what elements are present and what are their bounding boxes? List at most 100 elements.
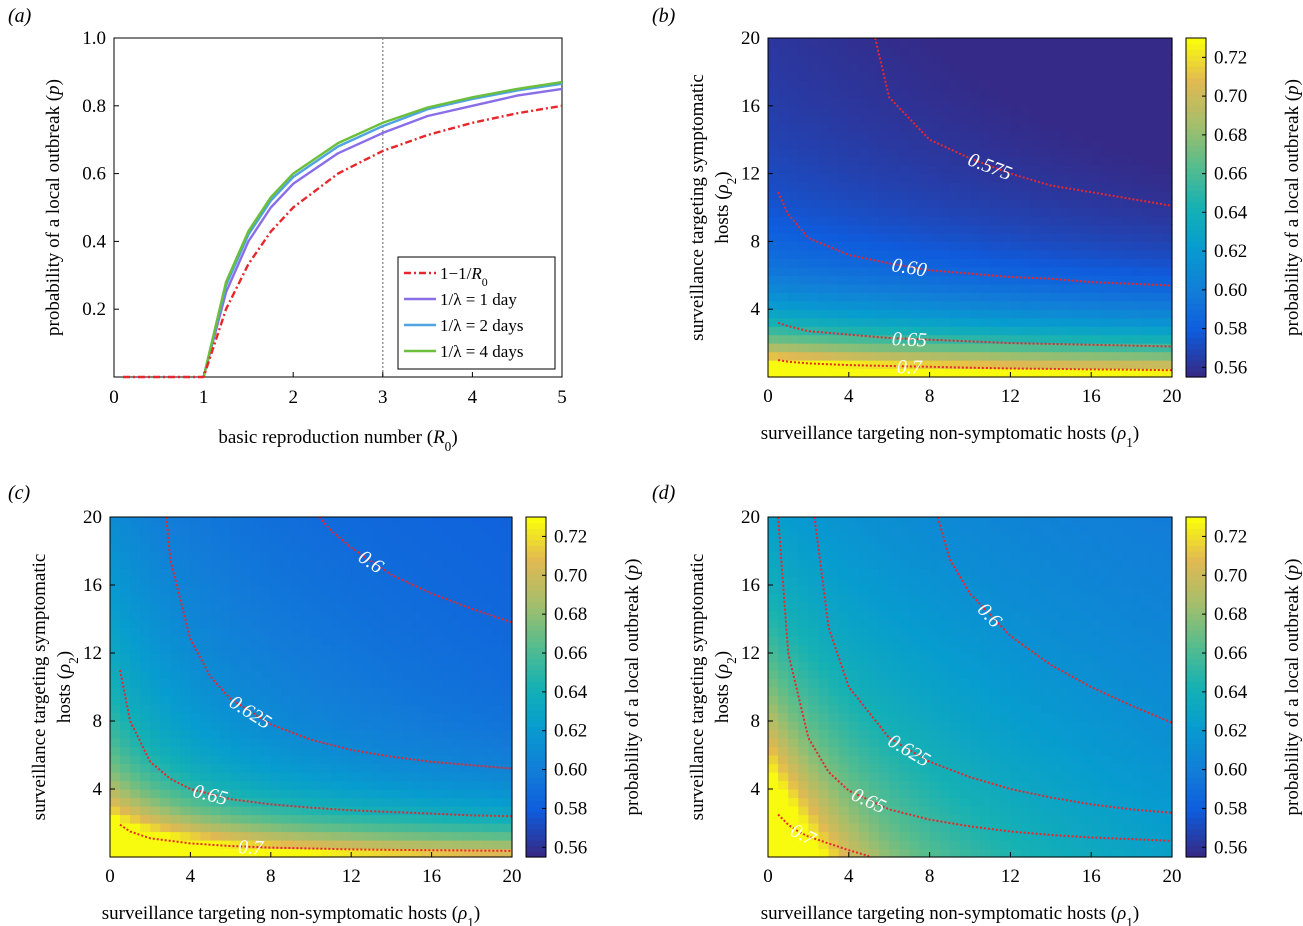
heat-cell bbox=[939, 275, 951, 285]
colorbar-step bbox=[526, 732, 546, 739]
heat-cell bbox=[848, 165, 860, 175]
heat-cell bbox=[1101, 576, 1112, 586]
heat-cell bbox=[421, 746, 433, 756]
heat-cell bbox=[1071, 88, 1082, 98]
heat-cell bbox=[421, 661, 433, 671]
heat-cell bbox=[1000, 712, 1011, 722]
heat-cell bbox=[798, 627, 809, 637]
heat-cell bbox=[798, 266, 809, 276]
heat-cell bbox=[909, 232, 921, 242]
heat-cell bbox=[838, 266, 850, 276]
heat-cell bbox=[401, 840, 413, 850]
heat-cell bbox=[1020, 636, 1032, 646]
heat-cell bbox=[1141, 823, 1153, 833]
heat-cell bbox=[980, 763, 991, 773]
heat-cell bbox=[808, 704, 820, 714]
heat-cell bbox=[321, 551, 332, 561]
heat-cell bbox=[150, 780, 161, 790]
heat-cell bbox=[929, 88, 941, 98]
heat-cell bbox=[290, 610, 302, 620]
heat-cell bbox=[970, 627, 981, 637]
heat-cell bbox=[1131, 105, 1143, 115]
heat-cell bbox=[1161, 326, 1173, 336]
heat-cell bbox=[889, 199, 900, 209]
heat-cell bbox=[1060, 343, 1072, 353]
heat-cell bbox=[818, 806, 830, 816]
heat-cell bbox=[1060, 173, 1072, 183]
heat-cell bbox=[788, 797, 799, 807]
heat-cell bbox=[778, 292, 789, 302]
heat-cell bbox=[869, 139, 880, 149]
heat-cell bbox=[919, 258, 931, 268]
heat-cell bbox=[1000, 80, 1011, 90]
heat-cell bbox=[899, 729, 910, 739]
heat-cell bbox=[788, 763, 799, 773]
heat-cell bbox=[899, 593, 910, 603]
heat-cell bbox=[371, 627, 382, 637]
heat-cell bbox=[808, 840, 820, 850]
heat-cell bbox=[949, 755, 961, 765]
heat-cell bbox=[808, 610, 820, 620]
heat-cell bbox=[1040, 139, 1052, 149]
heat-cell bbox=[1060, 738, 1072, 748]
heat-cell bbox=[411, 763, 423, 773]
heat-cell bbox=[140, 534, 151, 544]
heat-cell bbox=[778, 54, 789, 65]
heat-cell bbox=[1081, 54, 1092, 65]
heat-cell bbox=[441, 534, 453, 544]
heat-cell bbox=[1010, 670, 1022, 680]
heat-cell bbox=[280, 763, 292, 773]
heat-cell bbox=[1111, 704, 1123, 714]
heat-cell bbox=[180, 576, 191, 586]
heat-cell bbox=[300, 602, 312, 612]
heat-cell bbox=[838, 627, 850, 637]
heat-cell bbox=[778, 266, 789, 276]
heat-cell bbox=[818, 249, 830, 259]
heat-cell bbox=[451, 806, 463, 816]
heat-cell bbox=[929, 114, 941, 124]
heat-cell bbox=[1000, 54, 1011, 65]
heat-cell bbox=[929, 292, 941, 302]
heat-cell bbox=[411, 525, 423, 535]
heat-cell bbox=[1010, 840, 1022, 850]
heat-cell bbox=[1091, 368, 1102, 378]
heat-cell bbox=[1010, 317, 1022, 327]
heat-cell bbox=[220, 678, 232, 688]
heat-cell bbox=[1141, 704, 1153, 714]
heat-cell bbox=[959, 283, 971, 293]
x-tick-label: 2 bbox=[288, 387, 298, 408]
heat-cell bbox=[321, 542, 332, 552]
heat-cell bbox=[889, 746, 900, 756]
heat-cell bbox=[798, 551, 809, 561]
heat-cell bbox=[1101, 797, 1112, 807]
heat-cell bbox=[798, 678, 809, 688]
heat-cell bbox=[1161, 215, 1173, 226]
heat-cell bbox=[959, 190, 971, 200]
heat-cell bbox=[1141, 139, 1153, 149]
heat-cell bbox=[1071, 636, 1082, 646]
heat-cell bbox=[768, 199, 779, 209]
heat-cell bbox=[768, 568, 779, 578]
heat-cell bbox=[828, 215, 840, 226]
heat-cell bbox=[1000, 593, 1011, 603]
heat-cell bbox=[838, 712, 850, 722]
heat-cell bbox=[250, 831, 262, 841]
heat-cell bbox=[909, 258, 921, 268]
heat-cell bbox=[371, 729, 382, 739]
heat-cell bbox=[869, 46, 880, 56]
heat-cell bbox=[210, 602, 222, 612]
heat-cell bbox=[1071, 712, 1082, 722]
heat-cell bbox=[949, 334, 961, 344]
heat-cell bbox=[240, 797, 252, 807]
heat-cell bbox=[170, 823, 181, 833]
heat-cell bbox=[1111, 814, 1123, 824]
heat-cell bbox=[939, 746, 951, 756]
heat-cell bbox=[140, 695, 151, 705]
heat-cell bbox=[1121, 831, 1133, 841]
heat-cell bbox=[1141, 772, 1153, 782]
heat-cell bbox=[980, 241, 991, 251]
heat-cell bbox=[980, 309, 991, 319]
heat-cell bbox=[321, 568, 332, 578]
heat-cell bbox=[441, 806, 453, 816]
heat-cell bbox=[140, 814, 151, 824]
